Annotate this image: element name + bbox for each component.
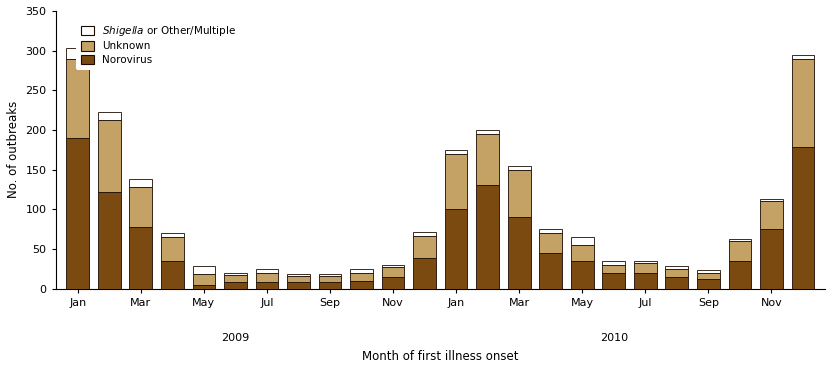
Bar bbox=[729, 241, 751, 261]
Bar bbox=[319, 273, 341, 276]
Bar bbox=[791, 58, 815, 147]
Bar bbox=[161, 237, 184, 261]
Bar bbox=[445, 150, 468, 154]
Bar bbox=[161, 233, 184, 237]
Bar bbox=[602, 265, 625, 273]
Bar bbox=[255, 273, 278, 282]
Bar bbox=[67, 48, 89, 58]
Bar bbox=[508, 169, 531, 217]
Bar bbox=[476, 130, 499, 134]
Bar bbox=[382, 265, 404, 267]
Bar bbox=[602, 261, 625, 265]
Bar bbox=[760, 201, 783, 229]
Bar bbox=[224, 273, 247, 275]
Bar bbox=[666, 269, 688, 277]
Bar bbox=[161, 261, 184, 289]
Bar bbox=[414, 236, 436, 259]
Bar bbox=[634, 261, 656, 263]
Bar bbox=[414, 232, 436, 236]
Bar bbox=[602, 273, 625, 289]
Bar bbox=[192, 266, 215, 274]
Bar bbox=[382, 277, 404, 289]
Bar bbox=[634, 263, 656, 273]
Bar bbox=[255, 282, 278, 289]
Text: Month of first illness onset: Month of first illness onset bbox=[362, 350, 518, 363]
Text: 2009: 2009 bbox=[221, 333, 250, 343]
Bar bbox=[729, 239, 751, 241]
Bar bbox=[287, 273, 310, 276]
Bar bbox=[571, 237, 593, 245]
Bar bbox=[192, 285, 215, 289]
Bar bbox=[634, 273, 656, 289]
Bar bbox=[67, 138, 89, 289]
Bar bbox=[67, 58, 89, 138]
Bar bbox=[287, 276, 310, 282]
Bar bbox=[476, 185, 499, 289]
Bar bbox=[350, 281, 373, 289]
Bar bbox=[224, 275, 247, 282]
Bar bbox=[255, 269, 278, 273]
Bar bbox=[382, 267, 404, 277]
Bar bbox=[287, 282, 310, 289]
Bar bbox=[445, 154, 468, 209]
Bar bbox=[350, 269, 373, 273]
Bar bbox=[571, 245, 593, 261]
Bar bbox=[508, 166, 531, 169]
Bar bbox=[571, 261, 593, 289]
Bar bbox=[319, 276, 341, 282]
Bar bbox=[791, 147, 815, 289]
Bar bbox=[791, 55, 815, 58]
Bar bbox=[319, 282, 341, 289]
Bar bbox=[98, 112, 121, 120]
Text: 2010: 2010 bbox=[600, 333, 628, 343]
Bar bbox=[539, 253, 562, 289]
Bar bbox=[476, 134, 499, 185]
Bar bbox=[224, 282, 247, 289]
Bar bbox=[130, 187, 152, 227]
Bar bbox=[539, 229, 562, 233]
Bar bbox=[98, 192, 121, 289]
Bar bbox=[760, 199, 783, 201]
Bar bbox=[508, 217, 531, 289]
Bar bbox=[697, 279, 720, 289]
Bar bbox=[539, 233, 562, 253]
Bar bbox=[350, 273, 373, 281]
Bar bbox=[130, 179, 152, 187]
Bar bbox=[697, 273, 720, 279]
Bar bbox=[666, 277, 688, 289]
Bar bbox=[666, 266, 688, 269]
Bar bbox=[697, 270, 720, 273]
Bar bbox=[98, 120, 121, 192]
Legend: $\it{Shigella}$ or Other/Multiple, Unknown, Norovirus: $\it{Shigella}$ or Other/Multiple, Unkno… bbox=[77, 19, 241, 70]
Bar bbox=[414, 259, 436, 289]
Bar bbox=[729, 261, 751, 289]
Bar bbox=[445, 209, 468, 289]
Y-axis label: No. of outbreaks: No. of outbreaks bbox=[7, 101, 20, 198]
Bar bbox=[192, 274, 215, 285]
Bar bbox=[760, 229, 783, 289]
Bar bbox=[130, 227, 152, 289]
